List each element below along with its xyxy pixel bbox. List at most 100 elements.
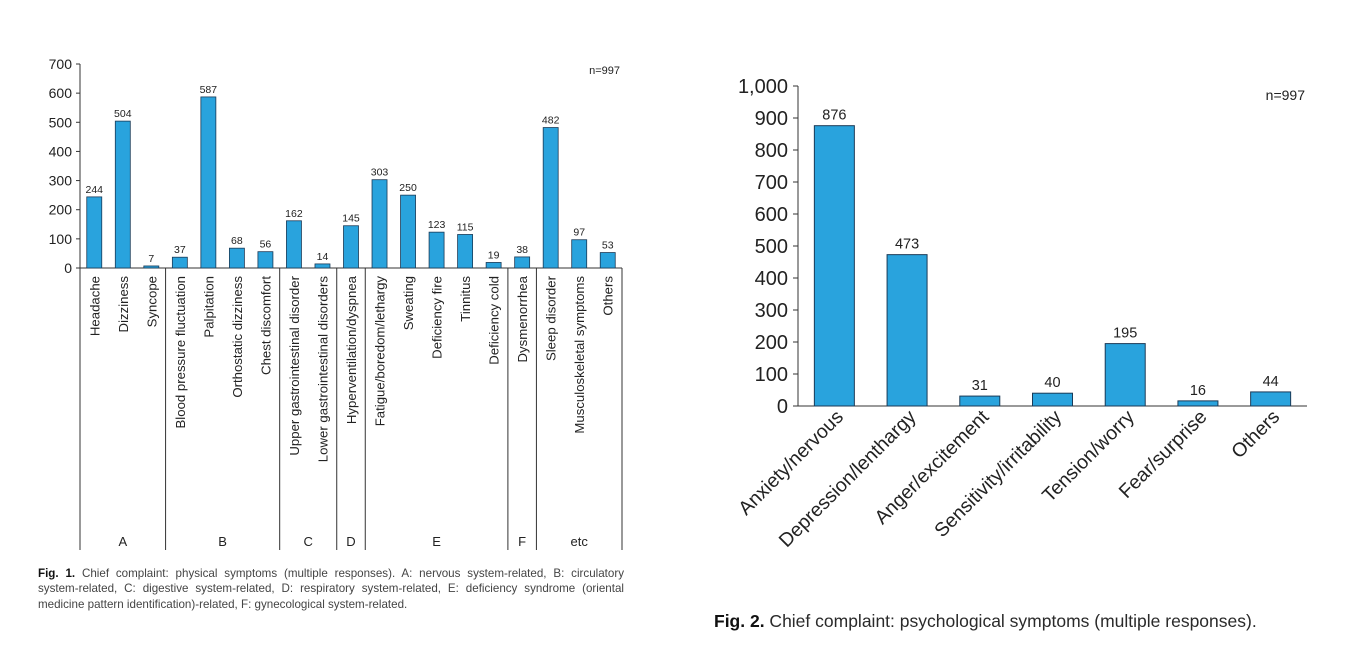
bar-value-label: 115 [457, 221, 474, 233]
bar-value-label: 56 [260, 239, 272, 251]
category-label: Orthostatic dizziness [230, 276, 245, 398]
bar [171, 256, 188, 269]
bar-value-label: 876 [822, 108, 846, 124]
category-label: Tinnitus [458, 276, 473, 322]
bar-value-label: 145 [342, 213, 360, 225]
bar [371, 179, 388, 269]
bar-value-label: 250 [399, 182, 417, 194]
y-tick-label: 600 [49, 85, 73, 101]
bar [428, 231, 445, 269]
figure-2-chart: 0 100 200 300 400 500 600 700 800 900 1,000 n=997 87… [734, 76, 1307, 552]
bar-value-label: 244 [85, 184, 103, 196]
sample-size-annotation: n=997 [589, 65, 620, 77]
bar-value-label: 19 [488, 249, 500, 261]
y-tick-label: 200 [755, 332, 788, 354]
group-label: B [218, 534, 227, 549]
bar [485, 262, 502, 269]
bar [314, 263, 331, 269]
bar-value-label: 38 [516, 244, 528, 256]
bar-value-label: 587 [200, 84, 218, 96]
y-tick-label: 0 [64, 260, 72, 276]
category-label: Dizziness [116, 276, 131, 333]
group-label: D [346, 534, 355, 549]
bar-value-label: 53 [602, 240, 614, 252]
bar-value-label: 16 [1190, 383, 1206, 399]
y-tick-label: 300 [755, 300, 788, 322]
y-tick-label: 400 [49, 143, 73, 159]
y-tick-label: 200 [49, 202, 73, 218]
bar [114, 120, 131, 269]
figure-2-panel: 0 100 200 300 400 500 600 700 800 900 1,000 n=997 87… [680, 0, 1347, 670]
bar-value-label: 195 [1113, 326, 1137, 342]
figure-2-caption: Fig. 2. Chief complaint: psychological s… [714, 610, 1334, 633]
y-tick-label: 900 [755, 108, 788, 130]
figure-1-caption-text: Chief complaint: physical symptoms (mult… [38, 567, 624, 611]
figure-1-panel: 0 100 200 300 400 500 600 700 n=997 244 Headache 50… [0, 0, 650, 670]
bar-value-label: 97 [573, 227, 585, 239]
category-label: Fatigue/boredom/lethargy [373, 276, 388, 427]
category-label: Depression/lenthargy [775, 406, 921, 552]
y-tick-label: 500 [49, 114, 73, 130]
group-label: C [304, 534, 313, 549]
figure-1-caption-label: Fig. 1. [38, 567, 76, 580]
bar [286, 220, 302, 269]
category-label: Palpitation [201, 276, 216, 338]
y-tick-label: 100 [755, 364, 788, 386]
group-label: E [432, 534, 441, 549]
bar-value-label: 482 [542, 115, 560, 127]
category-label: Sweating [401, 276, 416, 330]
bar-value-label: 14 [317, 251, 329, 263]
category-label: Musculoskeletal symptoms [572, 276, 587, 434]
y-tick-label: 700 [755, 172, 788, 194]
bar-value-label: 473 [895, 237, 919, 253]
category-label: Deficiency cold [487, 276, 502, 365]
group-label: etc [571, 534, 589, 549]
category-label: Sensitivity/irritability [930, 406, 1066, 542]
y-tick-label: 700 [49, 56, 73, 72]
bar [1104, 343, 1146, 407]
y-tick-label: 300 [49, 173, 73, 189]
bar-value-label: 7 [148, 253, 154, 265]
bar-value-label: 31 [972, 378, 988, 394]
category-label: Others [601, 276, 616, 316]
bar [599, 252, 616, 269]
category-label: Chest discomfort [258, 276, 273, 375]
bar [257, 251, 274, 269]
bar [400, 194, 416, 269]
bar [571, 239, 588, 269]
bar-value-label: 162 [285, 208, 303, 220]
category-label: Others [1227, 406, 1284, 463]
bar [200, 96, 217, 269]
y-tick-label: 400 [755, 268, 788, 290]
bar-value-label: 44 [1263, 374, 1279, 390]
figure-1-chart: 0 100 200 300 400 500 600 700 n=997 244 Headache 50… [49, 56, 623, 550]
category-label: Headache [87, 276, 102, 336]
bar-value-label: 68 [231, 235, 243, 247]
category-label: Blood pressure fluctuation [173, 276, 188, 428]
category-label: Sleep disorder [544, 275, 559, 361]
bar [457, 234, 474, 269]
y-tick-label: 500 [755, 236, 788, 258]
bar [1032, 392, 1073, 407]
bar [813, 125, 855, 407]
bar-value-label: 37 [174, 244, 186, 256]
bar [343, 225, 359, 269]
bar [228, 247, 245, 269]
bar-value-label: 40 [1044, 375, 1060, 391]
bar-value-label: 303 [371, 167, 389, 179]
figure-2-caption-label: Fig. 2. [714, 611, 765, 631]
bar-value-label: 504 [114, 108, 132, 120]
bar [143, 265, 160, 269]
bar-value-label: 123 [428, 219, 446, 231]
bar [1250, 391, 1292, 407]
y-tick-label: 0 [777, 396, 788, 418]
category-label: Hyperventilation/dyspnea [344, 275, 359, 424]
category-label: Syncope [144, 276, 159, 327]
figure-2-caption-text: Chief complaint: psychological symptoms … [764, 611, 1257, 631]
category-label: Lower gastrointestinal disorders [315, 276, 330, 463]
sample-size-annotation: n=997 [1266, 87, 1306, 103]
group-label: F [518, 534, 526, 549]
bar [886, 254, 928, 407]
category-label: Dysmenorrhea [515, 275, 530, 362]
bar [542, 127, 559, 269]
